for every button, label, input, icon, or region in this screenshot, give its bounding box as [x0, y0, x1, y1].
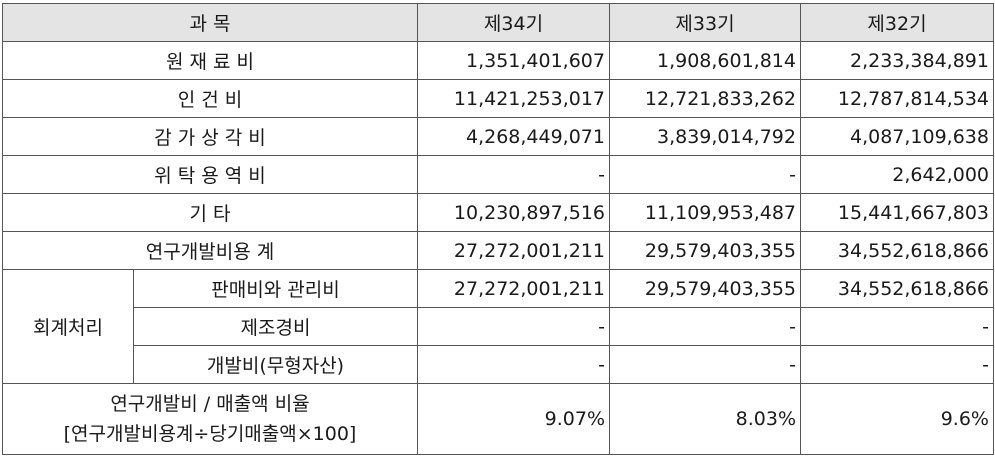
- ratio-value: 9.6%: [800, 383, 994, 455]
- value-cell: 1,351,401,607: [417, 41, 610, 80]
- row-label-rd-total: 연구개발비용 계: [2, 231, 418, 270]
- value-cell: 1,908,601,814: [609, 41, 801, 80]
- value-cell: 29,579,403,355: [609, 231, 801, 270]
- ratio-label-line1: 연구개발비 / 매출액 비율: [110, 393, 310, 415]
- row-label-development-cost: 개발비(무형자산): [133, 345, 418, 384]
- table-row: 인 건 비 11,421,253,017 12,721,833,262 12,7…: [2, 79, 994, 118]
- value-cell: -: [800, 345, 994, 384]
- value-cell: -: [609, 345, 801, 384]
- value-cell: 34,552,618,866: [800, 269, 994, 308]
- table-row: 기 타 10,230,897,516 11,109,953,487 15,441…: [2, 193, 994, 232]
- row-label-ratio: 연구개발비 / 매출액 비율 [연구개발비용계÷당기매출액×100]: [2, 383, 418, 455]
- value-cell: 4,087,109,638: [800, 117, 994, 156]
- table-row: 개발비(무형자산) - - -: [3, 345, 994, 384]
- value-cell: 27,272,001,211: [417, 231, 610, 270]
- table-row: 원 재 료 비 1,351,401,607 1,908,601,814 2,23…: [2, 41, 994, 80]
- value-cell: 11,421,253,017: [417, 79, 610, 118]
- value-cell: 11,109,953,487: [609, 193, 801, 232]
- value-cell: 15,441,667,803: [800, 193, 994, 232]
- value-cell: 10,230,897,516: [417, 193, 610, 232]
- value-cell: -: [417, 345, 610, 384]
- value-cell: -: [609, 307, 801, 346]
- value-cell: 3,839,014,792: [609, 117, 801, 156]
- header-period-34: 제34기: [417, 3, 610, 42]
- row-label-labor: 인 건 비: [2, 79, 418, 118]
- value-cell: 2,642,000: [800, 155, 994, 194]
- value-cell: -: [800, 307, 994, 346]
- row-label-outsourcing: 위 탁 용 역 비: [2, 155, 418, 194]
- value-cell: -: [609, 155, 801, 194]
- value-cell: 29,579,403,355: [609, 269, 801, 308]
- value-cell: 34,552,618,866: [800, 231, 994, 270]
- row-label-manufacturing: 제조경비: [133, 307, 418, 346]
- table-row: 위 탁 용 역 비 - - 2,642,000: [2, 155, 994, 194]
- header-row: 과 목 제34기 제33기 제32기: [2, 3, 994, 42]
- row-label-raw-materials: 원 재 료 비: [2, 41, 418, 80]
- header-period-33: 제33기: [609, 3, 801, 42]
- table-row: 제조경비 - - -: [3, 307, 994, 346]
- value-cell: -: [417, 307, 610, 346]
- row-label-depreciation: 감 가 상 각 비: [2, 117, 418, 156]
- header-period-32: 제32기: [800, 3, 994, 42]
- value-cell: 27,272,001,211: [417, 269, 610, 308]
- ratio-value: 8.03%: [609, 383, 801, 455]
- value-cell: 12,721,833,262: [609, 79, 801, 118]
- table-row: 회계처리 판매비와 관리비 27,272,001,211 29,579,403,…: [2, 269, 994, 384]
- value-cell: 12,787,814,534: [800, 79, 994, 118]
- ratio-row: 연구개발비 / 매출액 비율 [연구개발비용계÷당기매출액×100] 9.07%…: [2, 383, 994, 455]
- rd-expense-table: 과 목 제34기 제33기 제32기 원 재 료 비 1,351,401,607…: [2, 3, 994, 455]
- value-cell: 4,268,449,071: [417, 117, 610, 156]
- table-row: 감 가 상 각 비 4,268,449,071 3,839,014,792 4,…: [2, 117, 994, 156]
- accounting-group-label: 회계처리: [2, 269, 134, 384]
- row-label-other: 기 타: [2, 193, 418, 232]
- value-cell: -: [417, 155, 610, 194]
- table-row: 연구개발비용 계 27,272,001,211 29,579,403,355 3…: [2, 231, 994, 270]
- value-cell: 2,233,384,891: [800, 41, 994, 80]
- ratio-value: 9.07%: [417, 383, 610, 455]
- ratio-label-line2: [연구개발비용계÷당기매출액×100]: [63, 423, 357, 445]
- row-label-sga: 판매비와 관리비: [133, 269, 418, 308]
- header-item: 과 목: [2, 3, 418, 42]
